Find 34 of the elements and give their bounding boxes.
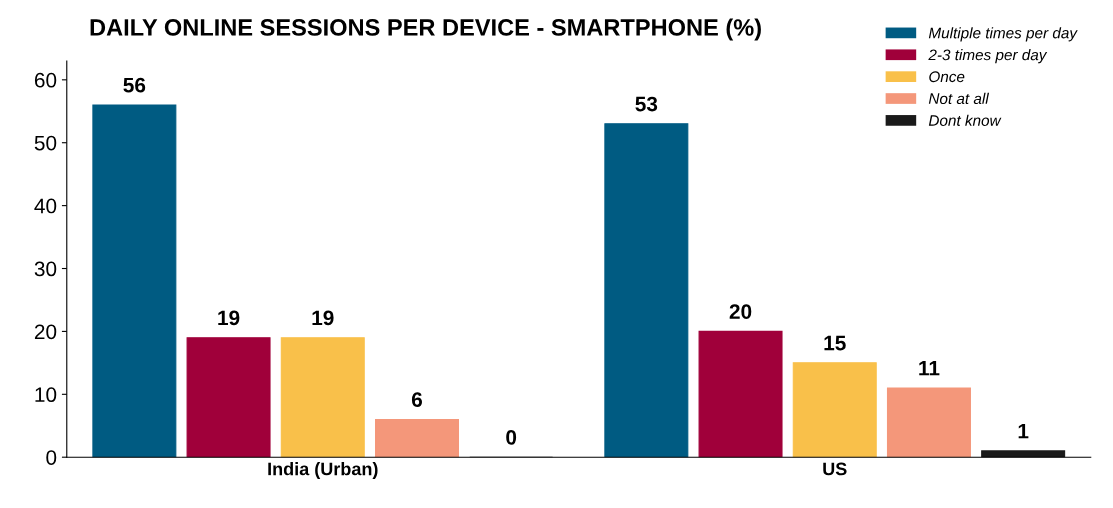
data-label: 0 — [506, 430, 517, 445]
bar — [604, 123, 689, 458]
bar — [280, 337, 365, 458]
y-tick-label: 0 — [46, 450, 57, 465]
data-label: 1 — [1018, 423, 1029, 439]
data-label: 15 — [824, 335, 846, 351]
x-tick-label: US — [823, 462, 847, 476]
bar — [981, 450, 1066, 458]
legend-label: Once — [929, 71, 965, 83]
bar — [886, 387, 971, 458]
chart-title: DAILY ONLINE SESSIONS PER DEVICE - SMARTPHONE (%) — [90, 18, 761, 41]
bar — [186, 337, 271, 458]
y-tick-label: 40 — [34, 198, 57, 214]
y-tick-label: 60 — [34, 72, 57, 88]
data-label: 20 — [729, 304, 752, 319]
bar — [92, 104, 177, 458]
data-label: 19 — [218, 310, 240, 326]
data-label: 11 — [919, 361, 940, 376]
legend-label: Multiple times per day — [928, 27, 1078, 42]
data-label: 53 — [635, 96, 658, 112]
legend-label: Dont know — [928, 114, 1002, 126]
legend-label: 2-3 times per day — [928, 49, 1048, 64]
data-label: 6 — [411, 392, 423, 408]
bar — [792, 362, 877, 458]
bar — [698, 330, 783, 458]
legend-label: Not at all — [928, 92, 990, 105]
data-label: 19 — [312, 310, 334, 326]
y-tick-label: 10 — [35, 387, 57, 403]
bar — [374, 418, 459, 458]
data-label: 56 — [123, 77, 146, 93]
y-tick-label: 20 — [34, 324, 57, 340]
y-tick-label: 30 — [34, 261, 57, 277]
y-tick-label: 50 — [34, 135, 57, 151]
x-tick-label: India (Urban) — [268, 462, 378, 479]
